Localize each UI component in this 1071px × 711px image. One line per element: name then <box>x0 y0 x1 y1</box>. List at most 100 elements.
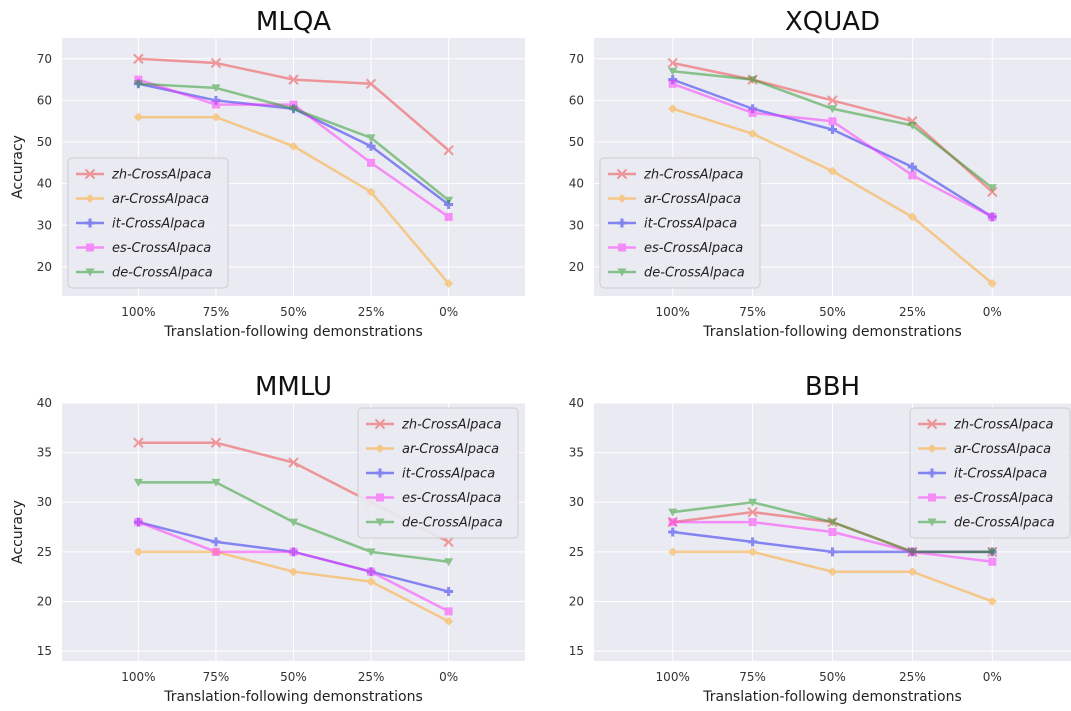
x-tick-label: 25% <box>899 305 926 319</box>
data-point <box>133 478 143 487</box>
x-tick-label: 25% <box>358 305 385 319</box>
data-point <box>828 518 837 527</box>
legend-marker <box>926 418 938 430</box>
data-point <box>987 596 997 606</box>
data-point <box>289 105 298 114</box>
y-tick-label: 25 <box>37 545 52 559</box>
data-point <box>668 547 678 557</box>
data-point <box>668 79 677 88</box>
panel-mmlu: 15 20 25 30 35 40 100% 75% 50% 25% 0% MMLU Translati… <box>10 372 525 705</box>
y-axis-label: Accuracy <box>10 500 26 564</box>
data-point <box>987 548 997 557</box>
series-de-CrossAlpaca <box>133 478 454 567</box>
x-axis-label: Translation-following demonstrations <box>702 324 962 340</box>
x-tick-label: 0% <box>983 305 1002 319</box>
legend: zh-CrossAlpaca ar-CrossAlpaca it-CrossAlpa… <box>599 157 761 289</box>
series-zh-CrossAlpaca <box>133 53 454 156</box>
data-point <box>907 212 917 222</box>
data-point <box>748 129 758 139</box>
series-ar-CrossAlpaca <box>668 547 997 606</box>
y-tick-label: 70 <box>569 52 584 66</box>
y-tick-label: 60 <box>37 93 52 107</box>
data-point <box>828 166 837 176</box>
data-point <box>828 105 837 114</box>
legend-box <box>357 407 519 539</box>
legend-swatch <box>608 168 636 180</box>
data-point <box>748 498 758 507</box>
legend-marker <box>927 518 937 527</box>
y-tick-label: 40 <box>37 396 52 410</box>
data-point <box>668 518 677 527</box>
data-point <box>211 537 221 547</box>
data-point <box>988 212 997 221</box>
x-tick-label: 100% <box>121 305 155 319</box>
legend-marker <box>85 194 95 203</box>
legend-swatch <box>918 418 946 430</box>
x-tick-label: 0% <box>983 670 1002 684</box>
legend-marker <box>927 468 937 478</box>
data-point <box>907 162 917 172</box>
legend-entry: es-CrossAlpaca <box>112 241 211 256</box>
data-point <box>748 547 758 557</box>
y-tick-label: 50 <box>37 135 52 149</box>
x-axis-label: Translation-following demonstrations <box>163 689 423 705</box>
x-tick-label: 100% <box>121 670 155 684</box>
data-point <box>907 121 917 130</box>
data-point <box>668 508 678 517</box>
legend-entry: ar-CrossAlpaca <box>644 192 741 207</box>
legend-entry: it-CrossAlpaca <box>112 217 205 232</box>
x-tick-label: 0% <box>439 305 458 319</box>
legend-marker <box>928 493 936 502</box>
legend-entry: zh-CrossAlpaca <box>111 168 212 183</box>
legend-entry: zh-CrossAlpaca <box>643 168 744 183</box>
data-point <box>907 548 917 557</box>
legend-marker <box>617 194 627 203</box>
data-point <box>366 187 376 197</box>
legend-swatch <box>608 268 636 277</box>
series-de-CrossAlpaca <box>133 80 454 205</box>
data-point <box>748 537 758 547</box>
series-ar-CrossAlpaca <box>668 104 997 289</box>
data-point <box>444 616 454 626</box>
legend-entry: it-CrossAlpaca <box>954 467 1047 482</box>
y-tick-label: 40 <box>569 396 584 410</box>
legend-marker <box>86 243 94 252</box>
data-point <box>366 577 376 587</box>
chart-title: MMLU <box>255 372 332 402</box>
data-point <box>210 437 222 448</box>
x-tick-label: 50% <box>280 305 307 319</box>
legend-entry: es-CrossAlpaca <box>644 241 743 256</box>
data-point <box>444 607 453 616</box>
legend-entry: zh-CrossAlpaca <box>401 418 502 433</box>
data-point <box>289 518 298 527</box>
legend-entry: it-CrossAlpaca <box>644 217 737 232</box>
data-point <box>668 527 678 537</box>
legend-marker <box>375 468 385 478</box>
y-tick-label: 20 <box>569 594 584 608</box>
panel-xquad: 20 30 40 50 60 70 100% 75% 50% 25% 0% XQUAD Translat… <box>569 7 1071 340</box>
data-point <box>211 478 221 487</box>
data-point <box>288 457 299 468</box>
legend-marker <box>376 493 384 502</box>
legend-entry: es-CrossAlpaca <box>954 491 1053 506</box>
legend-swatch <box>366 444 394 453</box>
x-axis-label: Translation-following demonstrations <box>702 689 962 705</box>
legend-marker <box>375 444 385 453</box>
data-point <box>748 76 758 85</box>
legend-box <box>599 157 761 289</box>
legend-swatch <box>76 218 104 228</box>
legend-swatch <box>366 418 394 430</box>
y-tick-label: 25 <box>569 545 584 559</box>
legend-marker <box>84 168 96 180</box>
y-tick-label: 30 <box>37 218 52 232</box>
legend-marker <box>616 168 628 180</box>
x-tick-label: 75% <box>203 670 230 684</box>
legend-box <box>909 407 1071 539</box>
series-ar-CrossAlpaca <box>133 547 454 626</box>
legend-entry: es-CrossAlpaca <box>402 491 501 506</box>
data-point <box>988 557 997 566</box>
y-tick-label: 30 <box>37 495 52 509</box>
x-tick-label: 50% <box>819 670 846 684</box>
series-es-CrossAlpaca <box>134 75 453 221</box>
